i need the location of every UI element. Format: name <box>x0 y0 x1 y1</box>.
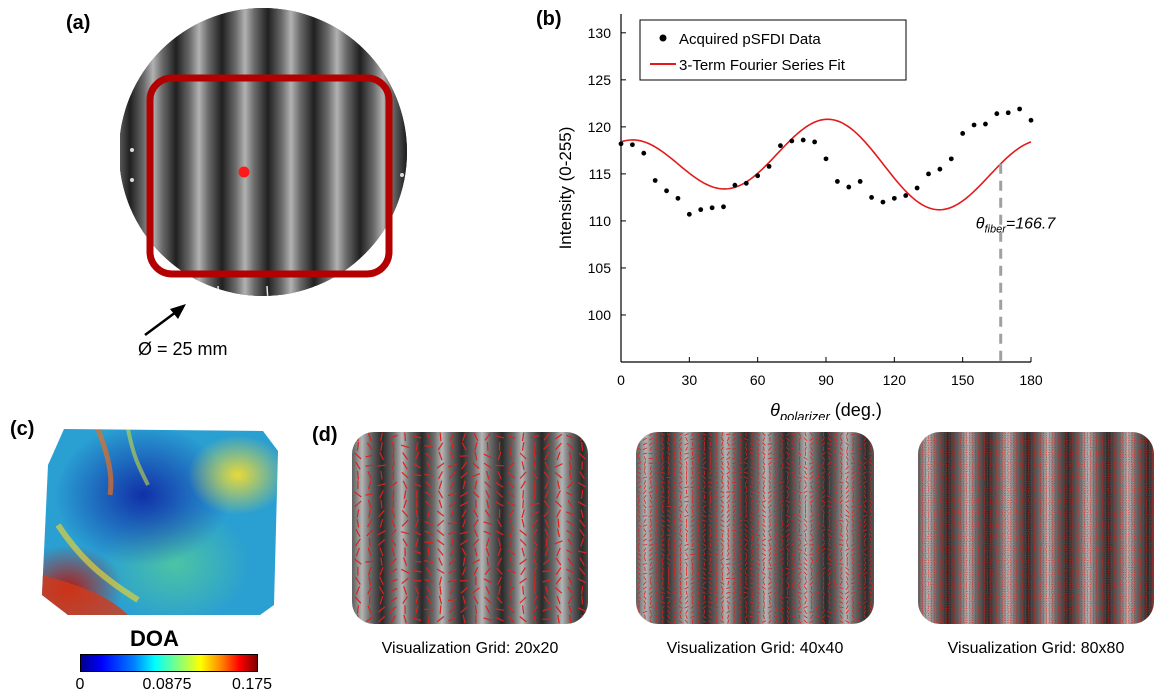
data-point-12 <box>755 173 761 179</box>
x-tick-label-5: 150 <box>951 372 975 388</box>
grid-caption-80: Visualization Grid: 80x80 <box>947 640 1125 657</box>
data-point-33 <box>994 111 1000 117</box>
grid-image-40 <box>636 432 874 624</box>
x-tick-label-1: 30 <box>682 372 698 388</box>
data-point-17 <box>812 139 818 145</box>
data-point-13 <box>766 163 772 169</box>
data-point-0 <box>618 141 624 147</box>
data-point-10 <box>732 182 738 188</box>
data-point-25 <box>903 193 909 198</box>
panel-label-a: (a) <box>66 12 91 34</box>
data-point-36 <box>1028 117 1034 123</box>
data-point-19 <box>834 179 840 184</box>
data-point-5 <box>675 195 681 201</box>
panel-label-b: (b) <box>536 8 562 30</box>
grid-image-80 <box>918 432 1154 624</box>
data-point-7 <box>698 207 704 213</box>
data-point-27 <box>926 171 931 177</box>
data-point-31 <box>971 122 977 128</box>
selected-point-marker <box>238 166 250 178</box>
colorbar-tick-2: 0.175 <box>231 676 273 693</box>
x-axis-label: θpolarizer (deg.) <box>770 400 882 420</box>
data-point-26 <box>914 185 920 191</box>
colorbar <box>80 654 258 672</box>
data-point-22 <box>869 195 874 200</box>
data-point-32 <box>983 121 988 127</box>
fiber-angle-label: θfiber=166.7° <box>976 215 1056 235</box>
data-point-2 <box>641 150 647 156</box>
data-point-15 <box>789 138 795 144</box>
data-point-8 <box>709 205 715 211</box>
data-point-11 <box>743 180 749 186</box>
legend-marker-points <box>659 34 667 42</box>
legend-box <box>639 19 907 81</box>
x-tick-label-4: 120 <box>883 372 907 388</box>
data-point-28 <box>937 166 943 172</box>
grid-caption-40: Visualization Grid: 40x40 <box>666 640 844 657</box>
fit-line <box>620 118 1032 211</box>
data-point-1 <box>629 142 635 148</box>
grid-caption-20: Visualization Grid: 20x20 <box>381 640 559 657</box>
doa-map <box>42 429 278 615</box>
roi-rectangle <box>146 74 393 278</box>
x-tick-label-6: 180 <box>1019 372 1043 388</box>
sample-image-a <box>120 8 407 296</box>
data-point-9 <box>721 204 726 210</box>
data-point-35 <box>1017 106 1023 112</box>
data-point-29 <box>948 156 954 162</box>
y-axis-label: Intensity (0-255) <box>556 127 575 250</box>
colorbar-title: DOA <box>130 626 179 651</box>
data-point-16 <box>800 137 806 143</box>
y-tick-label-4: 120 <box>588 119 612 135</box>
colorbar-tick-0: 0 <box>75 676 85 693</box>
y-tick-label-5: 125 <box>588 72 612 88</box>
data-point-4 <box>664 188 669 194</box>
panel-label-d: (d) <box>312 424 338 446</box>
diameter-label: Ø = 25 mm <box>138 339 228 359</box>
y-tick-label-1: 105 <box>588 260 612 276</box>
data-point-20 <box>846 184 852 190</box>
x-tick-label-0: 0 <box>617 372 625 388</box>
x-tick-label-2: 60 <box>750 372 766 388</box>
data-point-34 <box>1005 110 1011 116</box>
data-point-23 <box>880 199 886 205</box>
panel-label-c: (c) <box>10 418 35 440</box>
legend-label-line: 3-Term Fourier Series Fit <box>679 57 846 74</box>
y-tick-label-2: 110 <box>589 213 612 229</box>
data-point-3 <box>652 178 658 183</box>
data-point-21 <box>857 179 863 184</box>
data-point-30 <box>960 131 966 136</box>
intensity-chart: 0 30 60 90 120 150 180 100 105 110 115 120 125 130 Int… <box>556 14 1056 420</box>
x-tick-label-3: 90 <box>818 372 834 388</box>
y-tick-label-6: 130 <box>588 25 612 41</box>
arrow-icon <box>144 304 186 337</box>
y-tick-label-0: 100 <box>588 307 612 323</box>
legend-label-points: Acquired pSFDI Data <box>679 31 821 48</box>
colorbar-tick-1: 0.0875 <box>142 676 192 693</box>
grid-image-20 <box>352 432 588 624</box>
y-tick-label-3: 115 <box>589 166 612 182</box>
data-point-14 <box>778 143 783 149</box>
data-point-18 <box>823 156 829 162</box>
data-point-6 <box>686 211 692 217</box>
data-point-24 <box>891 195 897 201</box>
